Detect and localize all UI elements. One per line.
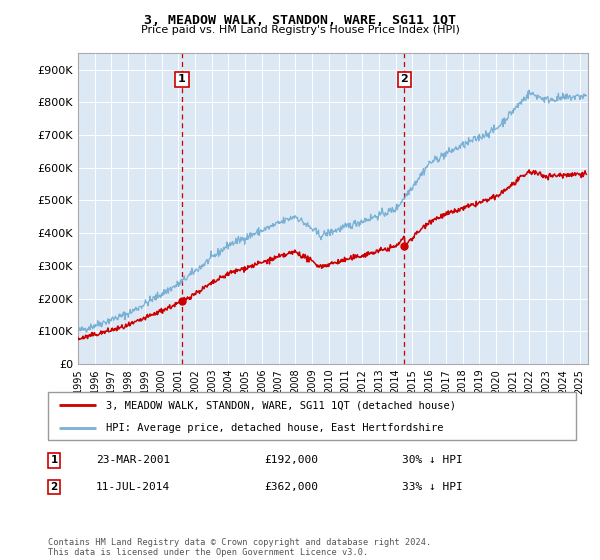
Text: 2: 2 <box>401 74 408 85</box>
Text: HPI: Average price, detached house, East Hertfordshire: HPI: Average price, detached house, East… <box>106 423 443 433</box>
Text: 33% ↓ HPI: 33% ↓ HPI <box>402 482 463 492</box>
Text: 1: 1 <box>178 74 186 85</box>
Text: 3, MEADOW WALK, STANDON, WARE, SG11 1QT: 3, MEADOW WALK, STANDON, WARE, SG11 1QT <box>144 14 456 27</box>
Text: 11-JUL-2014: 11-JUL-2014 <box>96 482 170 492</box>
Text: 30% ↓ HPI: 30% ↓ HPI <box>402 455 463 465</box>
Text: £192,000: £192,000 <box>264 455 318 465</box>
Text: Price paid vs. HM Land Registry's House Price Index (HPI): Price paid vs. HM Land Registry's House … <box>140 25 460 35</box>
Text: 1: 1 <box>50 455 58 465</box>
FancyBboxPatch shape <box>48 392 576 440</box>
Text: 2: 2 <box>50 482 58 492</box>
Text: Contains HM Land Registry data © Crown copyright and database right 2024.
This d: Contains HM Land Registry data © Crown c… <box>48 538 431 557</box>
Text: 3, MEADOW WALK, STANDON, WARE, SG11 1QT (detached house): 3, MEADOW WALK, STANDON, WARE, SG11 1QT … <box>106 400 456 410</box>
Text: £362,000: £362,000 <box>264 482 318 492</box>
Text: 23-MAR-2001: 23-MAR-2001 <box>96 455 170 465</box>
